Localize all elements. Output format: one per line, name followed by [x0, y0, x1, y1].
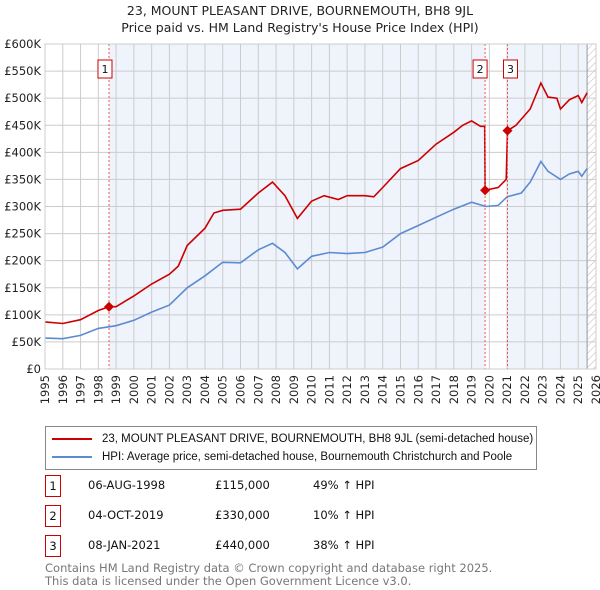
y-tick-label: £250K [4, 227, 41, 241]
series-line [44, 81, 588, 325]
y-tick-label: £600K [4, 37, 41, 51]
x-tick-label: 2003 [180, 375, 194, 404]
sale-price: £330,000 [215, 508, 270, 522]
x-tick-label: 2023 [536, 375, 550, 404]
x-tick-label: 2005 [216, 375, 230, 404]
sale-label: 3 [507, 63, 514, 76]
y-tick-label: £0 [26, 362, 41, 376]
sale-point [103, 301, 114, 312]
sale-price: £115,000 [215, 478, 270, 492]
legend-swatch-blue [52, 456, 92, 458]
footer-line1: Contains HM Land Registry data © Crown c… [45, 561, 493, 575]
x-tick-label: 2019 [465, 375, 479, 404]
sale-number-badge: 3 [45, 535, 61, 557]
x-tick-label: 2013 [358, 375, 372, 404]
y-tick-label: £300K [4, 200, 41, 214]
sale-point [480, 185, 491, 196]
y-tick-label: £350K [4, 172, 41, 186]
chart-subtitle: Price paid vs. HM Land Registry's House … [121, 20, 479, 35]
legend-label-property: 23, MOUNT PLEASANT DRIVE, BOURNEMOUTH, B… [102, 433, 534, 445]
sale-date: 06-AUG-1998 [88, 478, 166, 492]
legend: 23, MOUNT PLEASANT DRIVE, BOURNEMOUTH, B… [45, 426, 537, 470]
x-tick-label: 2014 [376, 375, 390, 404]
y-tick-label: £50K [12, 335, 42, 349]
price-chart: 1995 1996 1997 1998 1999 2000 2001 2002 2003 2004… [4, 37, 600, 404]
sale-label: 2 [477, 63, 484, 76]
chart-title: 23, MOUNT PLEASANT DRIVE, BOURNEMOUTH, B… [126, 3, 474, 18]
x-tick-label: 2007 [251, 375, 265, 404]
x-tick-label: 2004 [198, 375, 212, 404]
y-tick-label: £400K [4, 145, 41, 159]
x-tick-label: 2016 [411, 375, 425, 404]
x-tick-label: 2020 [482, 375, 496, 404]
sale-price: £440,000 [215, 538, 270, 552]
x-tick-label: 2011 [322, 375, 336, 404]
plot-frame [44, 43, 597, 370]
x-tick-label: 2015 [393, 375, 407, 404]
sale-hpi-change: 38% ↑ HPI [313, 538, 375, 552]
x-tick-label: 2006 [234, 375, 248, 404]
x-tick-label: 2000 [127, 375, 141, 404]
y-tick-label: £500K [4, 91, 41, 105]
y-tick-label: £200K [4, 254, 41, 268]
y-tick-label: £550K [4, 64, 41, 78]
x-tick-label: 2008 [269, 375, 283, 404]
sale-number-badge: 2 [45, 505, 61, 527]
y-tick-label: £450K [4, 118, 41, 132]
sale-hpi-change: 49% ↑ HPI [313, 478, 375, 492]
x-tick-label: 2001 [145, 375, 159, 404]
x-tick-label: 1999 [109, 375, 123, 404]
x-tick-label: 1997 [74, 375, 88, 404]
sale-date: 04-OCT-2019 [88, 508, 164, 522]
x-tick-label: 2021 [500, 375, 514, 404]
sale-point [502, 125, 513, 136]
x-tick-label: 1995 [38, 375, 52, 404]
x-tick-label: 2009 [287, 375, 301, 404]
sale-hpi-change: 10% ↑ HPI [313, 508, 375, 522]
footer-line2: This data is licensed under the Open Gov… [45, 574, 412, 588]
sale-label-box [472, 59, 488, 79]
y-tick-label: £100K [4, 308, 41, 322]
legend-label-hpi: HPI: Average price, semi-detached house,… [102, 451, 513, 463]
x-tick-label: 2018 [447, 375, 461, 404]
sale-label-box [502, 59, 518, 79]
x-tick-label: 2010 [305, 375, 319, 404]
y-tick-label: £150K [4, 281, 41, 295]
sale-label-box [97, 59, 113, 79]
x-tick-label: 1998 [91, 375, 105, 404]
sale-number-badge: 1 [45, 475, 61, 497]
x-tick-label: 2025 [571, 375, 585, 404]
x-tick-label: 2002 [162, 375, 176, 404]
sale-date: 08-JAN-2021 [88, 538, 161, 552]
series-line [44, 159, 588, 340]
footer: Contains HM Land Registry data © Crown c… [45, 562, 492, 588]
x-tick-label: 2017 [429, 375, 443, 404]
x-tick-label: 2012 [340, 375, 354, 404]
x-tick-label: 1996 [56, 375, 70, 404]
x-tick-label: 2022 [518, 375, 532, 404]
x-tick-label: 2026 [589, 375, 600, 404]
legend-swatch-red [52, 438, 92, 440]
sale-label: 1 [101, 63, 108, 76]
x-tick-label: 2024 [553, 375, 567, 404]
